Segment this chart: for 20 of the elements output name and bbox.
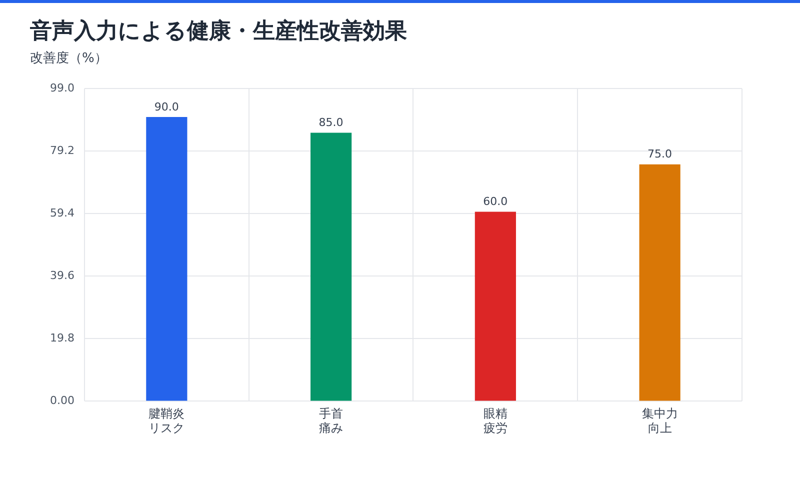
bar: [146, 117, 188, 401]
x-tick-label: 手首痛み: [319, 406, 344, 435]
x-tick-label: 眼精疲労: [483, 406, 508, 435]
x-tick-label: 腱鞘炎リスク: [148, 406, 185, 435]
y-tick-label: 19.8: [50, 332, 74, 345]
y-tick-label: 59.4: [50, 206, 74, 220]
y-tick-label: 0.00: [50, 394, 74, 408]
bar: [474, 212, 516, 401]
y-tick-label: 79.2: [50, 144, 74, 157]
y-tick-label: 39.6: [50, 269, 74, 282]
bar: [639, 164, 680, 401]
data-label: 85.0: [318, 116, 344, 130]
chart-subtitle: 改善度（%）: [30, 50, 108, 67]
y-tick-label: 99.0: [50, 81, 74, 94]
data-label: 60.0: [483, 195, 508, 208]
x-tick-label: 集中力向上: [642, 406, 678, 435]
bar: [310, 132, 352, 401]
data-label: 90.0: [154, 100, 179, 114]
data-label: 75.0: [648, 148, 672, 161]
chart-title: 音声入力による健康・生産性改善効果: [30, 18, 407, 46]
